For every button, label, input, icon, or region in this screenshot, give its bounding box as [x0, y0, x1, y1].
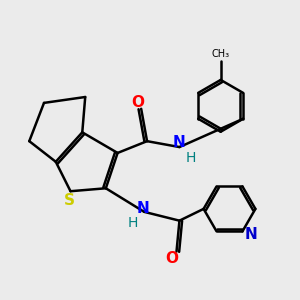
Text: O: O: [132, 95, 145, 110]
Text: N: N: [136, 201, 149, 216]
Text: N: N: [244, 227, 257, 242]
Text: S: S: [64, 193, 74, 208]
Text: H: H: [185, 151, 196, 165]
Text: H: H: [128, 216, 138, 230]
Text: N: N: [173, 135, 186, 150]
Text: O: O: [166, 251, 178, 266]
Text: CH₃: CH₃: [212, 49, 230, 59]
